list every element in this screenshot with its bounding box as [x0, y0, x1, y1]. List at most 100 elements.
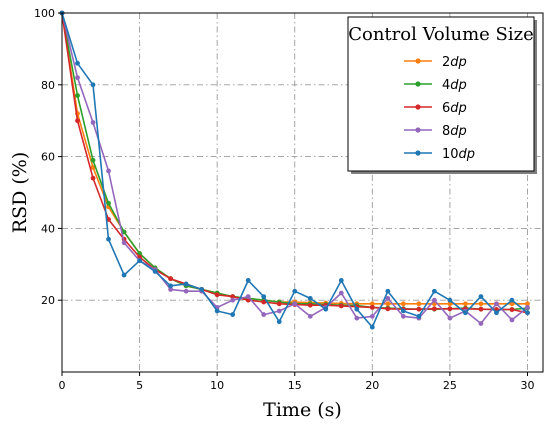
legend-item-4dp: 4dp: [404, 78, 467, 93]
data-point: [106, 236, 111, 242]
data-point: [478, 306, 484, 312]
data-point: [431, 297, 437, 303]
data-point: [463, 310, 468, 316]
data-point: [338, 278, 344, 283]
data-point: [416, 301, 422, 307]
data-point: [90, 157, 96, 163]
data-point: [400, 313, 406, 319]
data-point: [106, 200, 111, 206]
legend-item-2dp: 2dp: [404, 55, 467, 70]
data-point: [494, 310, 499, 316]
data-point: [338, 290, 344, 296]
legend-label: 4dp: [442, 78, 467, 93]
legend-box: [347, 16, 535, 172]
data-point: [183, 281, 189, 287]
data-point: [369, 324, 375, 330]
x-tick-label: 15: [288, 379, 302, 392]
data-point: [385, 301, 391, 307]
legend-label: 6dp: [442, 101, 467, 116]
data-point: [90, 175, 96, 181]
data-point: [509, 301, 515, 307]
data-point: [90, 82, 96, 88]
data-point: [525, 304, 530, 310]
y-tick-label: 100: [34, 7, 55, 20]
data-point: [400, 308, 406, 314]
data-point: [276, 301, 282, 307]
y-tick-label: 80: [41, 79, 55, 92]
data-point: [75, 118, 80, 124]
data-point: [137, 258, 142, 264]
legend-label: 8dp: [442, 124, 467, 139]
data-point: [416, 306, 422, 312]
data-point: [447, 301, 453, 307]
x-tick-label: 20: [365, 379, 379, 392]
legend-marker: [415, 104, 421, 110]
data-point: [400, 301, 406, 307]
data-point: [431, 288, 437, 294]
y-axis-title: RSD (%): [9, 152, 31, 233]
data-point: [183, 288, 189, 294]
y-tick-label: 60: [41, 151, 55, 164]
data-point: [121, 240, 127, 246]
data-point: [509, 317, 515, 323]
y-tick-label: 40: [41, 222, 55, 235]
data-point: [214, 292, 220, 298]
data-point: [369, 313, 375, 319]
data-point: [385, 296, 391, 301]
data-point: [385, 288, 391, 294]
data-point: [245, 294, 251, 300]
data-point: [369, 301, 375, 307]
data-point: [214, 308, 220, 314]
data-point: [307, 296, 313, 301]
data-point: [385, 306, 391, 312]
legend-item-10dp: 10dp: [404, 147, 475, 162]
data-point: [447, 297, 453, 303]
data-point: [276, 319, 282, 325]
x-tick-label: 10: [210, 379, 224, 392]
data-point: [338, 303, 344, 309]
data-point: [261, 294, 267, 300]
legend-marker: [415, 81, 421, 87]
data-point: [509, 297, 515, 303]
data-point: [525, 310, 530, 316]
legend-marker: [415, 58, 421, 64]
legend-items: 2dp 4dp 6dp 8dp 10dp: [404, 55, 475, 162]
data-point: [369, 304, 375, 310]
data-point: [168, 287, 174, 292]
data-point: [75, 75, 80, 81]
data-point: [121, 272, 127, 278]
legend-label: 10dp: [442, 147, 475, 162]
data-point: [354, 306, 360, 312]
data-point: [75, 60, 80, 66]
legend: Control Volume Size 2dp 4dp 6dp 8dp 10dp: [347, 16, 537, 174]
data-point: [292, 288, 298, 294]
data-point: [121, 229, 127, 235]
x-tick-label: 25: [443, 379, 457, 392]
data-point: [199, 287, 205, 292]
data-point: [152, 269, 158, 274]
data-point: [525, 301, 530, 307]
data-point: [354, 315, 360, 321]
plot-frame: [61, 12, 544, 373]
data-point: [261, 312, 267, 317]
data-point: [276, 308, 282, 314]
data-point: [447, 306, 453, 312]
data-point: [245, 278, 251, 283]
data-point: [307, 313, 313, 319]
series-layer: [59, 10, 530, 330]
y-tick-label: 20: [41, 294, 55, 307]
data-point: [478, 294, 484, 300]
legend-item-8dp: 8dp: [404, 124, 467, 139]
series-10dp: [59, 10, 530, 330]
axis-ticks: 0 5 10 15 20 25 30 20 40 60 80 100: [34, 7, 534, 392]
data-point: [230, 297, 236, 303]
x-tick-label: 5: [136, 379, 143, 392]
data-point: [292, 301, 298, 307]
data-point: [478, 301, 484, 307]
data-point: [106, 168, 111, 174]
legend-item-6dp: 6dp: [404, 101, 467, 116]
data-point: [90, 164, 96, 170]
data-point: [168, 283, 174, 289]
x-tick-label: 30: [520, 379, 534, 392]
